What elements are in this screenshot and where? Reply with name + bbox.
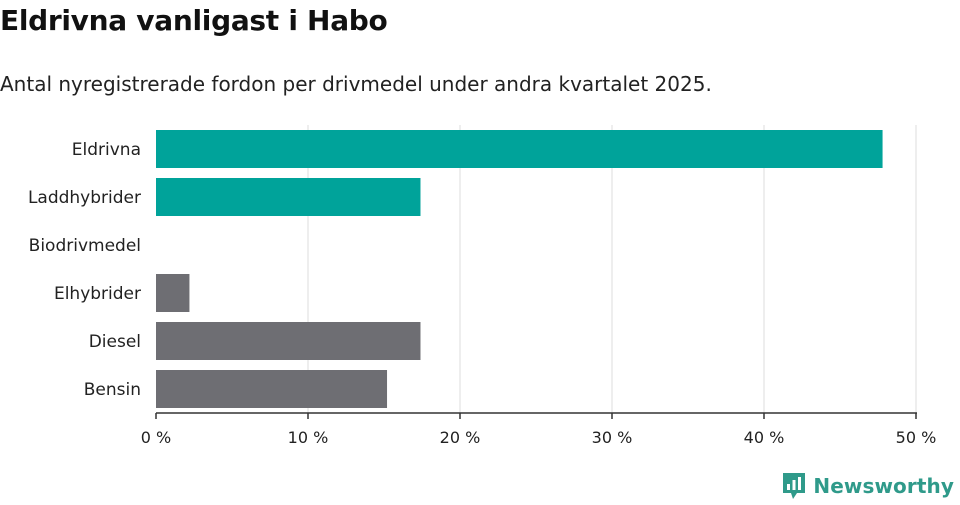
x-tick-label: 50 % <box>896 428 937 447</box>
category-labels: Eldrivna Laddhybrider Biodrivmedel Elhybrid… <box>28 140 141 400</box>
gridlines <box>307 125 917 413</box>
chart-subtitle: Antal nyregistrerade fordon per drivmede… <box>0 72 712 96</box>
category-label: Laddhybrider <box>28 188 141 208</box>
bars <box>156 130 883 408</box>
bar-bensin <box>156 370 388 408</box>
bar-eldrivna <box>156 130 883 168</box>
bar-diesel <box>156 322 421 360</box>
x-tick-label: 10 % <box>288 428 329 447</box>
x-tick-label: 20 % <box>440 428 481 447</box>
brand-name: Newsworthy <box>813 474 954 498</box>
newsworthy-logo-icon <box>783 473 806 499</box>
bar-laddhybrider <box>156 178 421 216</box>
x-tick-label: 0 % <box>141 428 171 447</box>
category-label: Eldrivna <box>72 140 141 160</box>
x-axis-ticks: 0 % 10 % 20 % 30 % 40 % 50 % <box>141 413 937 447</box>
x-tick-label: 30 % <box>592 428 633 447</box>
category-label: Biodrivmedel <box>29 236 141 256</box>
category-label: Elhybrider <box>54 284 141 304</box>
category-label: Bensin <box>84 380 141 400</box>
bar-elhybrider <box>156 274 190 312</box>
x-tick-label: 40 % <box>744 428 785 447</box>
brand-logo: Newsworthy <box>781 471 954 501</box>
chart-title: Eldrivna vanligast i Habo <box>0 4 388 37</box>
category-label: Diesel <box>89 332 141 352</box>
bar-chart: Eldrivna Laddhybrider Biodrivmedel Elhybrid… <box>28 125 937 447</box>
